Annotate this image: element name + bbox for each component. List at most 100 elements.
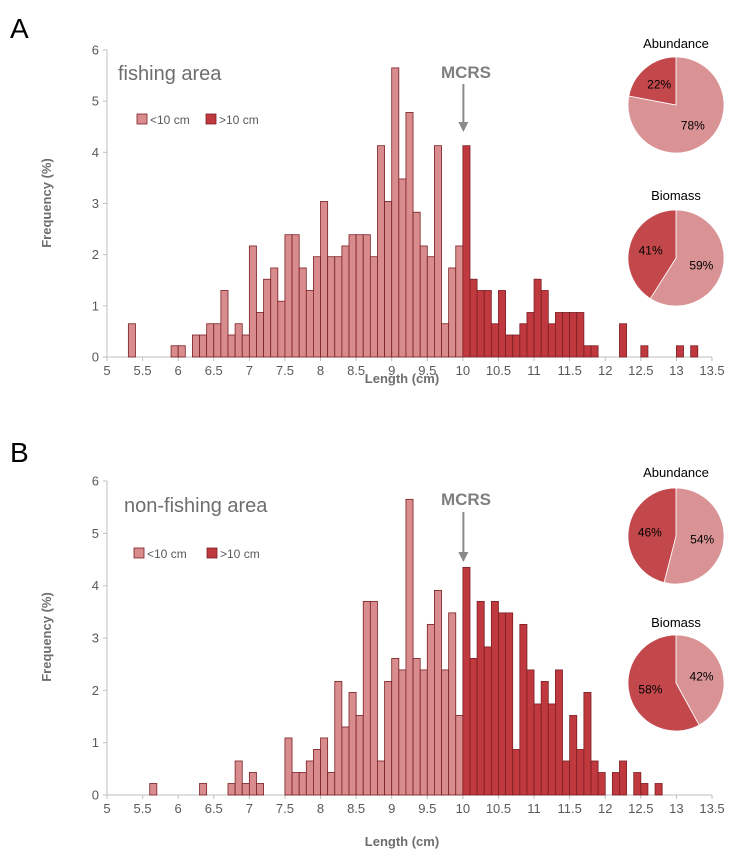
y-tick-label: 5 <box>92 526 99 541</box>
x-tick-label: 5.5 <box>134 801 152 816</box>
bar-below-10cm <box>241 783 250 796</box>
bar-below-10cm <box>313 256 321 358</box>
bar-below-10cm <box>220 290 229 358</box>
bar-above-10cm <box>555 312 563 358</box>
x-tick-label: 10.5 <box>486 363 511 378</box>
bar-below-10cm <box>348 234 357 358</box>
pie-label-below: 54% <box>690 532 714 546</box>
bar-above-10cm <box>505 612 514 796</box>
bar-below-10cm <box>327 772 336 796</box>
x-tick-label: 8.5 <box>347 363 365 378</box>
bar-below-10cm <box>298 267 307 358</box>
x-tick-label: 13 <box>669 801 683 816</box>
y-tick-label: 0 <box>92 350 99 365</box>
mcrs-arrow-head <box>458 552 469 562</box>
x-tick-label: 13 <box>669 363 683 378</box>
bar-above-10cm <box>547 323 556 358</box>
pie-slice-above-10cm <box>627 487 677 583</box>
bar-above-10cm <box>512 749 521 796</box>
bar-above-10cm <box>462 566 471 796</box>
bar-below-10cm <box>227 783 236 796</box>
bar-above-10cm <box>640 345 649 358</box>
bar-above-10cm <box>512 334 521 358</box>
bar-above-10cm <box>611 772 620 796</box>
bar-below-10cm <box>305 760 314 796</box>
bar-below-10cm <box>412 658 421 796</box>
x-tick-label: 7.5 <box>276 363 294 378</box>
bar-below-10cm <box>127 323 136 358</box>
bar-below-10cm <box>177 345 186 358</box>
y-tick-label: 2 <box>92 247 99 262</box>
y-tick-label: 1 <box>92 298 99 313</box>
x-tick-label: 13.5 <box>699 363 724 378</box>
x-tick-label: 8 <box>317 801 324 816</box>
x-tick-label: 11.5 <box>557 363 581 378</box>
bar-below-10cm <box>455 245 464 358</box>
x-tick-label: 8 <box>317 363 324 378</box>
bar-below-10cm <box>284 737 293 796</box>
panel-label: A <box>10 13 29 44</box>
bar-below-10cm <box>455 715 464 796</box>
mcrs-arrow-head <box>458 122 469 132</box>
x-tick-label: 12.5 <box>628 363 653 378</box>
x-tick-label: 5.5 <box>134 363 152 378</box>
bar-above-10cm <box>576 749 585 796</box>
mcrs-label: MCRS <box>441 63 491 82</box>
bar-above-10cm <box>619 323 627 358</box>
bar-below-10cm <box>441 323 450 358</box>
area-label: fishing area <box>118 63 222 85</box>
y-tick-label: 5 <box>92 94 99 109</box>
x-tick-label: 6 <box>175 363 182 378</box>
bar-below-10cm <box>298 772 307 796</box>
x-tick-label: 8.5 <box>347 801 365 816</box>
pie-slice-above-10cm <box>627 209 677 300</box>
x-tick-label: 6.5 <box>205 801 223 816</box>
x-tick-label: 12.5 <box>628 801 653 816</box>
pie-label-below: 59% <box>689 258 713 272</box>
bar-below-10cm <box>384 681 393 796</box>
bar-below-10cm <box>256 312 264 358</box>
bar-above-10cm <box>490 323 499 358</box>
bar-below-10cm <box>405 498 414 796</box>
bar-below-10cm <box>355 715 364 796</box>
bar-above-10cm <box>569 312 578 358</box>
bar-below-10cm <box>170 345 179 358</box>
bar-below-10cm <box>369 256 378 358</box>
bar-below-10cm <box>391 67 400 358</box>
bar-below-10cm <box>334 681 343 796</box>
bar-below-10cm <box>391 658 400 796</box>
bar-above-10cm <box>690 345 699 358</box>
bar-above-10cm <box>483 290 492 358</box>
bar-below-10cm <box>334 256 343 358</box>
bar-above-10cm <box>654 783 663 796</box>
pie-label-below: 42% <box>690 669 714 683</box>
legend-above-label: >10 cm <box>219 113 259 127</box>
bar-below-10cm <box>270 267 279 358</box>
bar-below-10cm <box>384 201 393 358</box>
bar-above-10cm <box>583 345 592 358</box>
x-tick-label: 12 <box>598 801 612 816</box>
bar-below-10cm <box>284 234 293 358</box>
pie-label-above: 22% <box>647 78 671 92</box>
y-tick-label: 4 <box>92 578 99 593</box>
bar-above-10cm <box>590 345 599 358</box>
bar-below-10cm <box>348 692 357 796</box>
bar-above-10cm <box>519 623 528 796</box>
bar-above-10cm <box>540 290 549 358</box>
pie-slice-above-10cm <box>628 56 677 106</box>
bar-below-10cm <box>412 211 421 358</box>
bar-below-10cm <box>434 589 442 796</box>
bar-below-10cm <box>291 234 300 358</box>
legend-below-swatch <box>133 547 145 559</box>
bar-below-10cm <box>362 234 371 358</box>
pie-slice-below-10cm <box>649 209 725 307</box>
panel-b: B non-fishing area Frequency (%) Length … <box>10 437 725 849</box>
bar-below-10cm <box>398 178 407 358</box>
bar-above-10cm <box>597 772 606 796</box>
pie-slice-above-10cm <box>627 634 700 732</box>
x-tick-label: 11.5 <box>557 801 581 816</box>
bar-above-10cm <box>640 783 649 796</box>
bar-above-10cm <box>583 692 592 796</box>
legend-above-swatch <box>205 113 217 125</box>
x-tick-label: 9.5 <box>418 363 436 378</box>
